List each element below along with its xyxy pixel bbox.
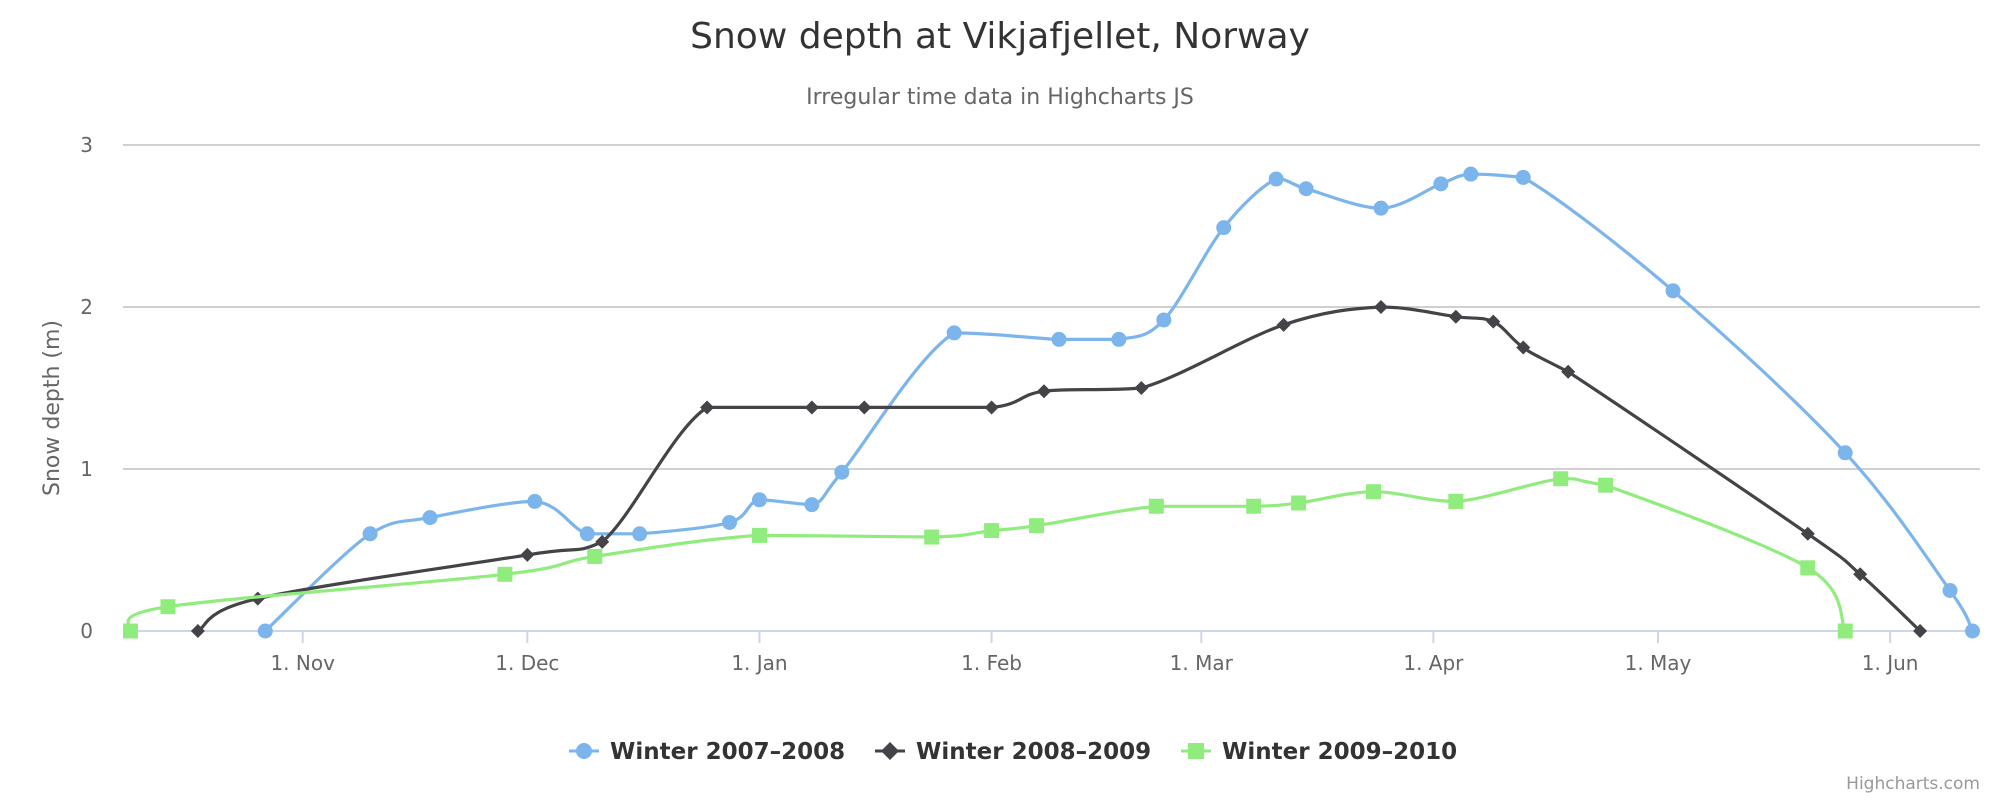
data-point[interactable] [1298,181,1314,197]
data-point[interactable] [1853,567,1868,582]
data-point[interactable] [422,510,438,526]
series-3[interactable] [122,471,1853,639]
x-tick-label: 1. Jan [731,651,787,675]
legend-label: Winter 2009–2010 [1222,739,1457,765]
data-point[interactable] [1553,471,1569,487]
y-tick-label: 1 [80,457,93,481]
x-tick-label: 1. Dec [495,651,559,675]
data-point[interactable] [1373,200,1389,216]
x-tick-label: 1. May [1625,651,1692,675]
y-tick-label: 2 [80,295,93,319]
data-point[interactable] [1448,493,1464,509]
data-point[interactable] [1448,309,1463,324]
data-point[interactable] [1276,317,1291,332]
data-point[interactable] [1433,176,1449,192]
legend-item-winter-2009-2010[interactable]: Winter 2009–2010 [1181,739,1457,765]
data-point[interactable] [700,400,715,415]
data-point[interactable] [497,566,513,582]
data-point[interactable] [1800,526,1815,541]
data-point[interactable] [190,624,205,638]
data-point[interactable] [122,623,138,639]
data-point[interactable] [632,526,648,542]
data-point[interactable] [751,527,767,543]
legend-label: Winter 2008–2009 [916,739,1151,765]
data-point[interactable] [946,325,962,341]
y-tick-label: 0 [80,619,93,643]
data-point[interactable] [1837,623,1853,639]
series-line [196,305,1922,633]
series-1[interactable] [257,166,1981,639]
data-point[interactable] [1373,300,1388,314]
data-point[interactable] [1800,560,1816,576]
chart-subtitle: Irregular time data in Highcharts JS [806,85,1194,110]
data-point[interactable] [595,534,610,549]
legend-label: Winter 2007–2008 [610,739,845,765]
data-point[interactable] [160,599,176,615]
data-point[interactable] [1029,518,1045,534]
data-point[interactable] [1216,220,1232,236]
data-point[interactable] [1051,331,1067,347]
x-tick-label: 1. Mar [1170,651,1234,675]
data-point[interactable] [984,523,1000,539]
data-point[interactable] [587,548,603,564]
data-point[interactable] [1134,381,1149,395]
data-point[interactable] [1365,484,1381,500]
data-point[interactable] [1156,312,1172,328]
data-point[interactable] [579,526,595,542]
data-point[interactable] [924,529,940,545]
data-point[interactable] [834,464,850,480]
x-tick-label: 1. Apr [1403,651,1464,675]
x-ticks: 1. Nov 1. Dec 1. Jan 1. Feb 1. Mar 1. Apr 1. M… [270,631,1918,675]
data-point[interactable] [1148,498,1164,514]
data-point[interactable] [1515,169,1531,185]
legend-diamond-marker-icon [881,742,899,760]
data-point[interactable] [362,526,378,542]
data-point[interactable] [1268,171,1284,187]
legend-item-winter-2008-2009[interactable]: Winter 2008–2009 [875,739,1151,765]
data-point[interactable] [1913,624,1928,638]
data-point[interactable] [722,514,738,530]
legend-square-marker-icon [1188,743,1204,759]
y-axis-title: Snow depth (m) [40,320,65,496]
data-point[interactable] [1291,495,1307,511]
legend-item-winter-2007-2008[interactable]: Winter 2007–2008 [569,739,845,765]
series-2[interactable] [190,300,1928,638]
data-point[interactable] [257,623,273,639]
data-point[interactable] [1665,283,1681,299]
data-point[interactable] [1942,583,1958,598]
data-point[interactable] [1837,445,1853,461]
data-point[interactable] [804,400,819,415]
legend: Winter 2007–2008 Winter 2008–2009 Winter… [569,739,1457,765]
x-tick-label: 1. Nov [270,651,335,675]
x-tick-label: 1. Feb [961,651,1022,675]
data-point[interactable] [1246,498,1262,514]
data-point[interactable] [1037,384,1052,399]
data-point[interactable] [520,547,535,562]
data-point[interactable] [857,400,872,415]
y-tick-label: 3 [80,133,93,157]
data-point[interactable] [804,497,820,513]
data-point[interactable] [751,492,767,508]
data-point[interactable] [1516,340,1531,355]
data-point[interactable] [1111,331,1127,347]
legend-circle-marker-icon [576,743,592,759]
data-point[interactable] [1561,364,1576,379]
x-tick-label: 1. Jun [1862,651,1919,675]
data-point[interactable] [1486,314,1501,329]
y-gridlines [123,144,1980,470]
credits-link[interactable]: Highcharts.com [1846,774,1980,794]
chart-title: Snow depth at Vikjafjellet, Norway [690,16,1310,57]
y-tick-labels: 0 1 2 3 [80,133,93,643]
series-layer [122,166,1981,639]
data-point[interactable] [1965,623,1981,639]
data-point[interactable] [527,493,543,509]
data-point[interactable] [984,400,999,415]
data-point[interactable] [1463,166,1479,182]
data-point[interactable] [1598,477,1614,493]
